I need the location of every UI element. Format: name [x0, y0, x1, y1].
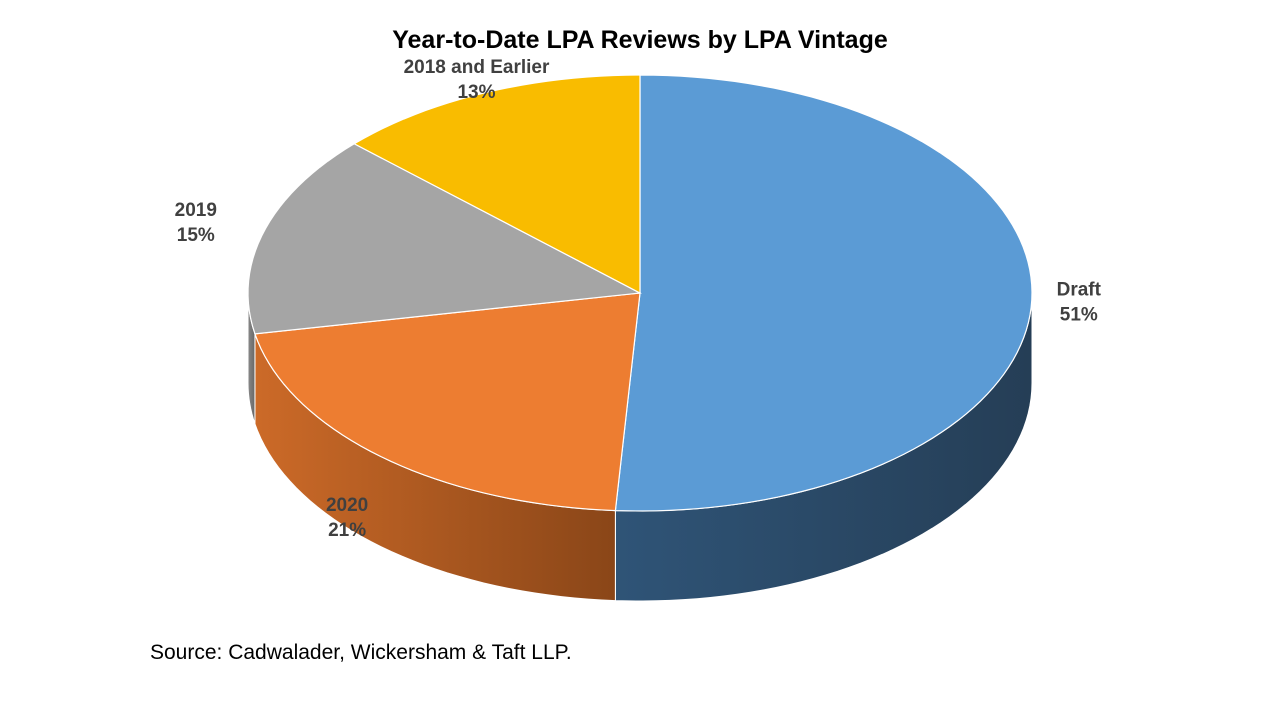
slice-label-draft: Draft 51%: [1057, 280, 1102, 326]
slice-category-2018-and-earlier: 2018 and Earlier: [404, 57, 550, 78]
slice-value-2019: 15%: [177, 225, 215, 246]
slice-label-2019: 2019 15%: [175, 200, 217, 246]
slice-category-draft: Draft: [1057, 280, 1102, 301]
chart-title: Year-to-Date LPA Reviews by LPA Vintage: [392, 26, 888, 54]
slice-value-2018-and-earlier: 13%: [457, 82, 495, 103]
chart-source: Source: Cadwalader, Wickersham & Taft LL…: [150, 641, 572, 664]
pie-tops: [247, 74, 1033, 512]
slice-value-draft: 51%: [1060, 305, 1098, 326]
slice-label-2018-and-earlier: 2018 and Earlier 13%: [404, 57, 550, 103]
slice-category-2019: 2019: [175, 200, 217, 221]
pie-slice-draft: [614, 74, 1033, 512]
pie-slice-2018-and-earlier: [352, 74, 641, 294]
pie-labels: Draft 51% 2020 21% 2019 15% 2018 and Earlier 13…: [175, 57, 1102, 541]
slice-value-2020: 21%: [328, 520, 366, 541]
pie-slice-2019: [247, 143, 643, 335]
pie-slice-2020: [254, 292, 641, 512]
slice-category-2020: 2020: [326, 495, 368, 516]
slice-label-2020: 2020 21%: [326, 495, 368, 541]
